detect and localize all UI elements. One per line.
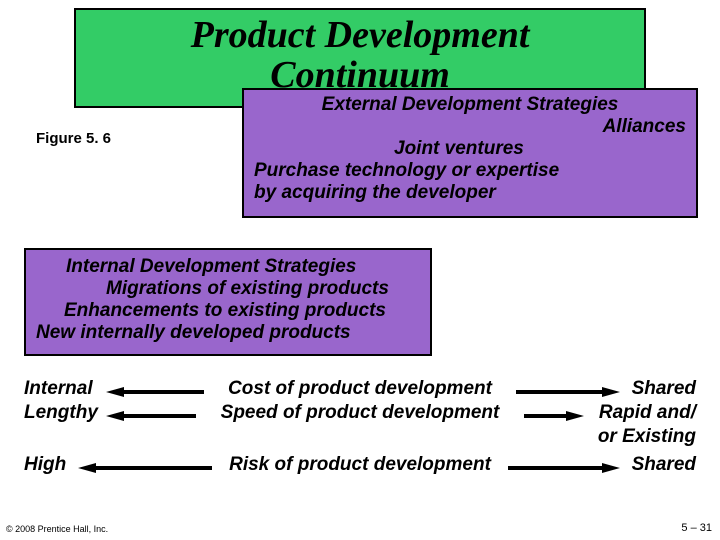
center-label: Cost of product development bbox=[228, 378, 492, 400]
left-label: Lengthy bbox=[24, 402, 98, 424]
left-label: High bbox=[24, 454, 66, 476]
copyright-text: © 2008 Prentice Hall, Inc. bbox=[6, 524, 108, 534]
external-line: by acquiring the developer bbox=[254, 182, 686, 204]
figure-label: Figure 5. 6 bbox=[36, 130, 111, 147]
page-number: 5 – 31 bbox=[681, 522, 712, 534]
arrow-left-icon bbox=[106, 411, 196, 421]
arrow-right-icon bbox=[508, 463, 620, 473]
external-strategies-box: External Development Strategies Alliance… bbox=[242, 88, 698, 218]
right-label: Rapid and/ bbox=[599, 402, 696, 424]
center-label: Speed of product development bbox=[221, 402, 500, 424]
external-line: Purchase technology or expertise bbox=[254, 160, 686, 182]
internal-heading: Internal Development Strategies bbox=[36, 256, 420, 278]
internal-line: Migrations of existing products bbox=[36, 278, 420, 300]
arrow-right-icon bbox=[524, 411, 584, 421]
arrow-right-icon bbox=[516, 387, 620, 397]
arrow-left-icon bbox=[78, 463, 212, 473]
right-label: Shared bbox=[632, 378, 696, 400]
external-line: Joint ventures bbox=[254, 138, 686, 160]
right-label: or Existing bbox=[598, 426, 696, 448]
internal-line: New internally developed products bbox=[36, 322, 420, 344]
continuum-area: Internal Cost of product development Sha… bbox=[24, 378, 696, 478]
title-line1: Product Development bbox=[76, 16, 644, 56]
internal-strategies-box: Internal Development Strategies Migratio… bbox=[24, 248, 432, 356]
internal-line: Enhancements to existing products bbox=[36, 300, 420, 322]
left-label: Internal bbox=[24, 378, 93, 400]
center-label: Risk of product development bbox=[229, 454, 491, 476]
continuum-row: Lengthy Speed of product development Rap… bbox=[24, 402, 696, 426]
right-label: Shared bbox=[632, 454, 696, 476]
continuum-row: High Risk of product development Shared bbox=[24, 454, 696, 478]
continuum-row: Internal Cost of product development Sha… bbox=[24, 378, 696, 402]
continuum-row: or Existing bbox=[24, 426, 696, 450]
external-heading: External Development Strategies bbox=[254, 94, 686, 116]
arrow-left-icon bbox=[106, 387, 204, 397]
external-line: Alliances bbox=[254, 116, 686, 138]
